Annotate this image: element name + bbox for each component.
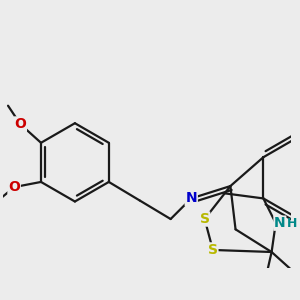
Text: O: O <box>8 180 20 194</box>
Text: H: H <box>287 217 297 230</box>
Text: S: S <box>200 212 210 226</box>
Text: N: N <box>185 191 197 206</box>
Text: O: O <box>14 117 26 131</box>
Text: S: S <box>208 243 218 257</box>
Text: O: O <box>8 180 20 194</box>
Text: N: N <box>274 216 286 230</box>
Text: O: O <box>14 117 26 131</box>
Text: N: N <box>185 191 197 206</box>
